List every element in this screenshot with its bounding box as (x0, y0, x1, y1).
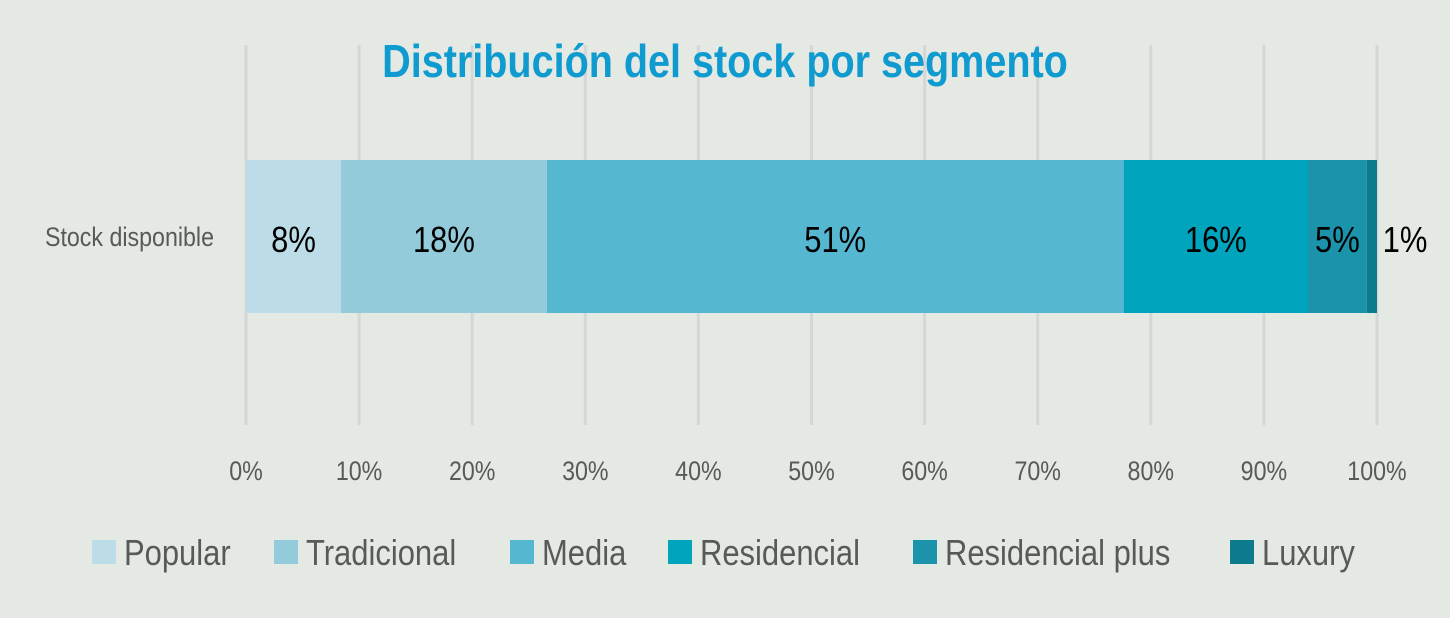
x-tick-label: 100% (1347, 456, 1406, 486)
legend-item: Residencial plus (913, 534, 1170, 574)
legend-label: Media (542, 534, 627, 574)
legend-swatch (1230, 540, 1254, 564)
data-label: 51% (804, 221, 866, 261)
legend-label: Residencial (700, 534, 860, 574)
legend-label: Luxury (1262, 534, 1355, 574)
x-tick-label: 80% (1128, 456, 1174, 486)
x-tick-label: 10% (336, 456, 382, 486)
x-tick-label: 40% (675, 456, 721, 486)
legend-label: Residencial plus (945, 534, 1170, 574)
x-tick-label: 60% (901, 456, 947, 486)
bar-segment-residencial (1123, 160, 1309, 313)
bar-segment-luxury (1366, 160, 1377, 313)
legend-swatch (274, 540, 298, 564)
legend-item: Media (510, 534, 627, 574)
x-tick-label: 20% (449, 456, 495, 486)
category-label: Stock disponible (45, 222, 214, 252)
legend-swatch (913, 540, 937, 564)
x-tick-label: 50% (788, 456, 834, 486)
bar-segment-tradicional (341, 160, 547, 313)
data-label: 18% (413, 221, 475, 261)
bar-segment-popular (246, 160, 342, 313)
legend-swatch (92, 540, 116, 564)
legend-item: Tradicional (274, 534, 456, 574)
legend-item: Luxury (1230, 534, 1355, 574)
bar-segment-residencial-plus (1308, 160, 1367, 313)
data-label: 1% (1383, 221, 1428, 261)
chart-title: Distribución del stock por segmento (382, 36, 1068, 87)
legend-label: Popular (124, 534, 231, 574)
data-label: 8% (271, 221, 316, 261)
data-label: 16% (1185, 221, 1247, 261)
legend-item: Residencial (668, 534, 860, 574)
x-tick-label: 30% (562, 456, 608, 486)
legend-item: Popular (92, 534, 231, 574)
data-label: 5% (1315, 221, 1360, 261)
x-tick-label: 70% (1014, 456, 1060, 486)
x-tick-label: 90% (1241, 456, 1287, 486)
bar-segment-media (546, 160, 1124, 313)
x-tick-label: 0% (229, 456, 263, 486)
legend-swatch (510, 540, 534, 564)
legend-label: Tradicional (306, 534, 456, 574)
legend-swatch (668, 540, 692, 564)
